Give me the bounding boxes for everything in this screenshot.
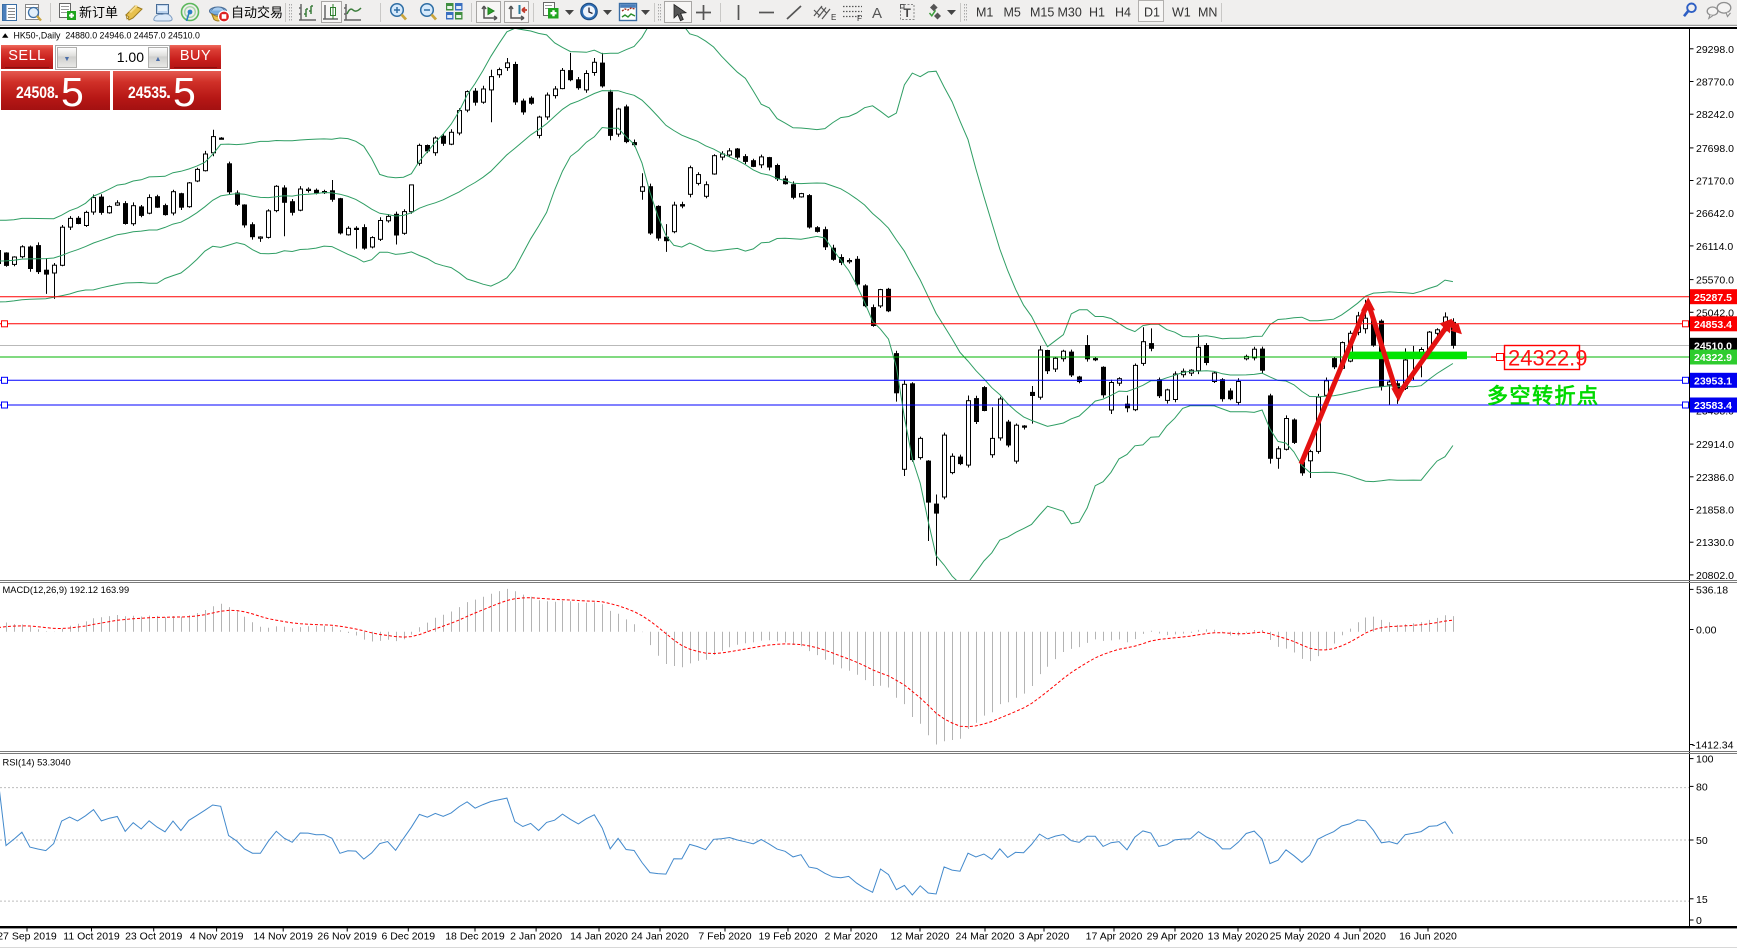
svg-text:29298.0: 29298.0 <box>1696 44 1734 56</box>
svg-text:26642.0: 26642.0 <box>1696 208 1734 220</box>
svg-text:M5: M5 <box>1004 6 1021 20</box>
svg-text:2 Mar 2020: 2 Mar 2020 <box>824 931 877 943</box>
svg-text:27698.0: 27698.0 <box>1696 143 1734 155</box>
svg-text:12 Mar 2020: 12 Mar 2020 <box>891 931 950 943</box>
svg-text:21330.0: 21330.0 <box>1696 537 1734 549</box>
svg-text:22914.0: 22914.0 <box>1696 439 1734 451</box>
svg-text:23 Oct 2019: 23 Oct 2019 <box>125 931 182 943</box>
svg-text:80: 80 <box>1696 781 1708 793</box>
svg-text:16 Jun 2020: 16 Jun 2020 <box>1399 931 1457 943</box>
svg-text:19 Feb 2020: 19 Feb 2020 <box>759 931 818 943</box>
svg-text:26114.0: 26114.0 <box>1696 241 1733 253</box>
svg-text:23953.1: 23953.1 <box>1694 376 1732 388</box>
svg-text:M1: M1 <box>976 6 993 20</box>
svg-text:RSI(14) 53.3040: RSI(14) 53.3040 <box>3 758 71 768</box>
svg-text:MACD(12,26,9) 192.12 163.99: MACD(12,26,9) 192.12 163.99 <box>3 585 130 595</box>
svg-text:25287.5: 25287.5 <box>1694 292 1732 304</box>
svg-text:0.00: 0.00 <box>1696 625 1717 637</box>
svg-text:24 Mar 2020: 24 Mar 2020 <box>956 931 1015 943</box>
svg-text:24853.4: 24853.4 <box>1694 319 1732 331</box>
svg-text:11 Oct 2019: 11 Oct 2019 <box>63 931 120 943</box>
svg-text:18 Dec 2019: 18 Dec 2019 <box>445 931 505 943</box>
svg-text:27 Sep 2019: 27 Sep 2019 <box>0 931 57 943</box>
svg-text:24 Jan 2020: 24 Jan 2020 <box>631 931 689 943</box>
svg-text:M15: M15 <box>1030 6 1054 20</box>
svg-text:536.18: 536.18 <box>1696 584 1728 596</box>
svg-text:M30: M30 <box>1058 6 1082 20</box>
svg-text:13 May 2020: 13 May 2020 <box>1208 931 1269 943</box>
svg-text:25 May 2020: 25 May 2020 <box>1270 931 1331 943</box>
svg-text:4 Jun 2020: 4 Jun 2020 <box>1334 931 1386 943</box>
svg-text:4 Nov 2019: 4 Nov 2019 <box>190 931 244 943</box>
svg-text:21858.0: 21858.0 <box>1696 505 1734 517</box>
svg-text:H4: H4 <box>1115 6 1131 20</box>
svg-text:14 Jan 2020: 14 Jan 2020 <box>570 931 628 943</box>
svg-text:F: F <box>857 14 862 23</box>
svg-text:17 Apr 2020: 17 Apr 2020 <box>1086 931 1143 943</box>
svg-text:14 Nov 2019: 14 Nov 2019 <box>253 931 313 943</box>
svg-text:W1: W1 <box>1172 6 1191 20</box>
svg-text:29 Apr 2020: 29 Apr 2020 <box>1147 931 1204 943</box>
svg-text:H1: H1 <box>1089 6 1105 20</box>
svg-text:23583.4: 23583.4 <box>1694 400 1732 412</box>
svg-text:100: 100 <box>1696 754 1714 766</box>
svg-text:自动交易: 自动交易 <box>231 5 283 20</box>
svg-text:新订单: 新订单 <box>79 5 118 20</box>
svg-text:-1412.34: -1412.34 <box>1692 740 1734 752</box>
svg-text:A: A <box>872 5 882 22</box>
svg-text:MN: MN <box>1198 6 1217 20</box>
svg-text:20802.0: 20802.0 <box>1696 570 1734 582</box>
svg-text:27170.0: 27170.0 <box>1696 176 1734 188</box>
svg-text:25570.0: 25570.0 <box>1696 275 1734 287</box>
svg-text:T: T <box>904 6 912 20</box>
svg-text:0: 0 <box>1696 915 1702 927</box>
svg-text:D1: D1 <box>1144 6 1160 20</box>
svg-text:E: E <box>831 13 836 22</box>
svg-text:28770.0: 28770.0 <box>1696 77 1734 89</box>
svg-text:24322.9: 24322.9 <box>1694 352 1732 364</box>
svg-text:15: 15 <box>1696 894 1708 906</box>
svg-text:多空转折点: 多空转折点 <box>1487 384 1600 408</box>
svg-text:3 Apr 2020: 3 Apr 2020 <box>1019 931 1070 943</box>
svg-text:24322.9: 24322.9 <box>1508 346 1588 371</box>
svg-text:28242.0: 28242.0 <box>1696 109 1734 121</box>
svg-text:HK50-,Daily 24880.0 24946.0 2: HK50-,Daily 24880.0 24946.0 24457.0 2451… <box>14 30 200 40</box>
svg-text:50: 50 <box>1696 835 1708 847</box>
svg-text:22386.0: 22386.0 <box>1696 472 1734 484</box>
svg-text:6 Dec 2019: 6 Dec 2019 <box>381 931 435 943</box>
svg-text:2 Jan 2020: 2 Jan 2020 <box>510 931 562 943</box>
svg-text:7 Feb 2020: 7 Feb 2020 <box>698 931 751 943</box>
svg-text:26 Nov 2019: 26 Nov 2019 <box>317 931 377 943</box>
